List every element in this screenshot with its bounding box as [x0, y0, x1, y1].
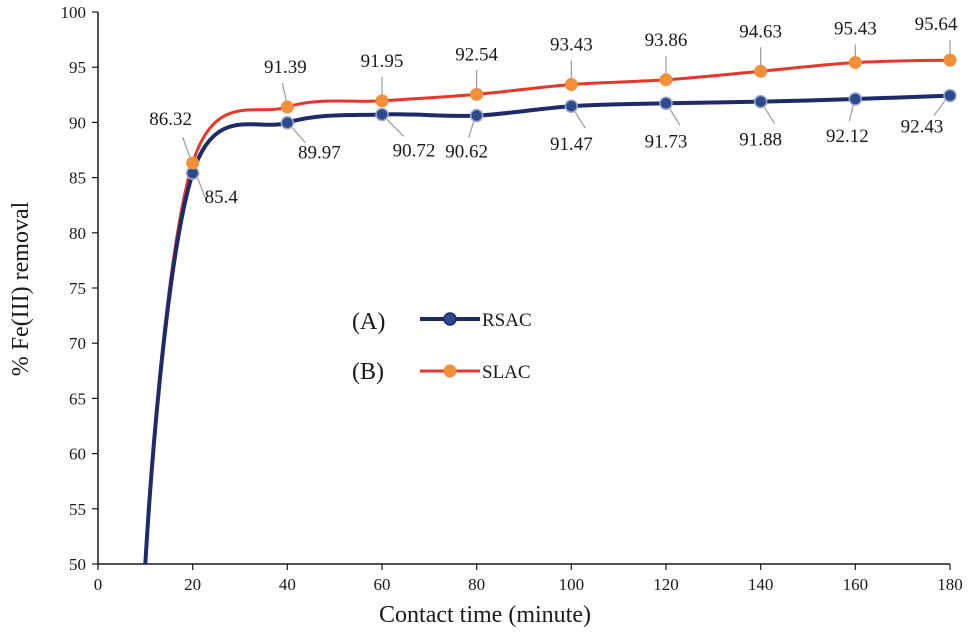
data-label-slac: 91.95 — [361, 51, 404, 72]
ticks: 50 55 60 65 70 75 80 85 90 95 100 0 20 40 60 80 100 120 14… — [61, 3, 963, 594]
x-tick-label: 80 — [468, 575, 485, 594]
leader-line — [182, 136, 191, 158]
data-label-slac: 92.54 — [455, 44, 498, 65]
marker-rsac — [659, 96, 673, 111]
marker-slac — [564, 78, 578, 92]
leader-line — [281, 82, 287, 102]
y-axis-title: % Fe(III) removal — [8, 201, 34, 376]
marker-rsac — [753, 94, 768, 109]
x-tick-label: 60 — [374, 575, 391, 594]
y-tick-label: 90 — [69, 113, 86, 132]
data-label-rsac: 91.47 — [550, 134, 593, 155]
leader-line — [197, 177, 208, 202]
leader-line — [468, 121, 475, 138]
data-label-slac: 94.63 — [739, 21, 782, 42]
legend-label-slac: SLAC — [482, 362, 531, 383]
data-label-slac: 93.43 — [550, 35, 593, 56]
leader-line — [669, 108, 681, 126]
x-tick-label: 20 — [184, 575, 201, 594]
legend: (A) RSAC (B) SLAC — [352, 309, 532, 385]
x-tick-label: 0 — [94, 575, 103, 594]
marker-rsac — [280, 115, 295, 130]
y-tick-label: 95 — [69, 58, 86, 77]
marker-rsac — [469, 108, 484, 123]
x-tick-label: 180 — [937, 575, 963, 594]
marker-rsac — [564, 99, 579, 113]
data-label-slac: 86.32 — [149, 109, 192, 130]
series-line-rsac — [143, 93, 951, 565]
x-tick-label: 100 — [559, 575, 585, 594]
marker-rsac — [375, 107, 389, 122]
legend-marker-rsac — [443, 312, 457, 326]
data-label-rsac: 89.97 — [298, 143, 341, 164]
data-label-rsac: 92.43 — [901, 117, 944, 138]
marker-slac — [943, 53, 957, 67]
leader-line — [574, 111, 586, 129]
leader-line — [848, 104, 854, 122]
x-tick-label: 140 — [748, 575, 774, 594]
y-tick-label: 80 — [69, 224, 86, 243]
marker-slac — [754, 64, 768, 78]
data-label-slac: 95.43 — [834, 18, 877, 39]
y-tick-label: 60 — [69, 445, 86, 464]
data-label-slac: 93.86 — [645, 30, 688, 51]
marker-rsac — [943, 88, 957, 103]
legend-label-rsac: RSAC — [482, 310, 532, 331]
legend-marker-slac — [443, 364, 457, 378]
y-tick-label: 100 — [61, 3, 87, 22]
data-label-rsac: 92.12 — [826, 126, 869, 147]
marker-slac — [186, 156, 200, 170]
marker-slac — [659, 73, 673, 87]
marker-slac — [470, 87, 484, 101]
y-tick-label: 65 — [69, 389, 86, 408]
legend-prefix-a: (A) — [352, 309, 385, 335]
leader-line — [933, 100, 946, 116]
data-label-slac: 95.64 — [915, 14, 958, 35]
legend-prefix-b: (B) — [352, 359, 384, 385]
marker-rsac — [848, 92, 863, 106]
data-label-rsac: 90.72 — [393, 140, 436, 161]
marker-slac — [848, 55, 862, 69]
data-label-rsac: 85.4 — [205, 187, 239, 208]
y-tick-label: 55 — [69, 500, 86, 519]
y-tick-label: 75 — [69, 279, 86, 298]
marker-slac — [375, 94, 389, 108]
data-label-rsac: 91.88 — [739, 130, 782, 151]
leader-line — [291, 127, 306, 144]
x-axis-title: Contact time (minute) — [379, 602, 591, 628]
marker-slac — [280, 100, 294, 114]
leader-line — [386, 119, 405, 137]
data-label-rsac: 91.73 — [645, 131, 688, 152]
x-tick-label: 40 — [279, 575, 296, 594]
axes — [97, 12, 950, 565]
y-tick-label: 50 — [69, 555, 86, 574]
leader-line — [764, 107, 776, 124]
data-label-rsac: 90.62 — [445, 142, 488, 163]
data-labels: 85.4 89.97 90.72 90.62 91.47 91.73 91.88 92.12 9… — [149, 14, 958, 208]
data-label-slac: 91.39 — [264, 57, 307, 78]
y-tick-label: 85 — [69, 169, 86, 188]
x-tick-label: 160 — [843, 575, 869, 594]
markers — [185, 53, 957, 180]
y-tick-label: 70 — [69, 334, 86, 353]
leader-lines — [182, 40, 951, 202]
x-tick-label: 120 — [653, 575, 679, 594]
